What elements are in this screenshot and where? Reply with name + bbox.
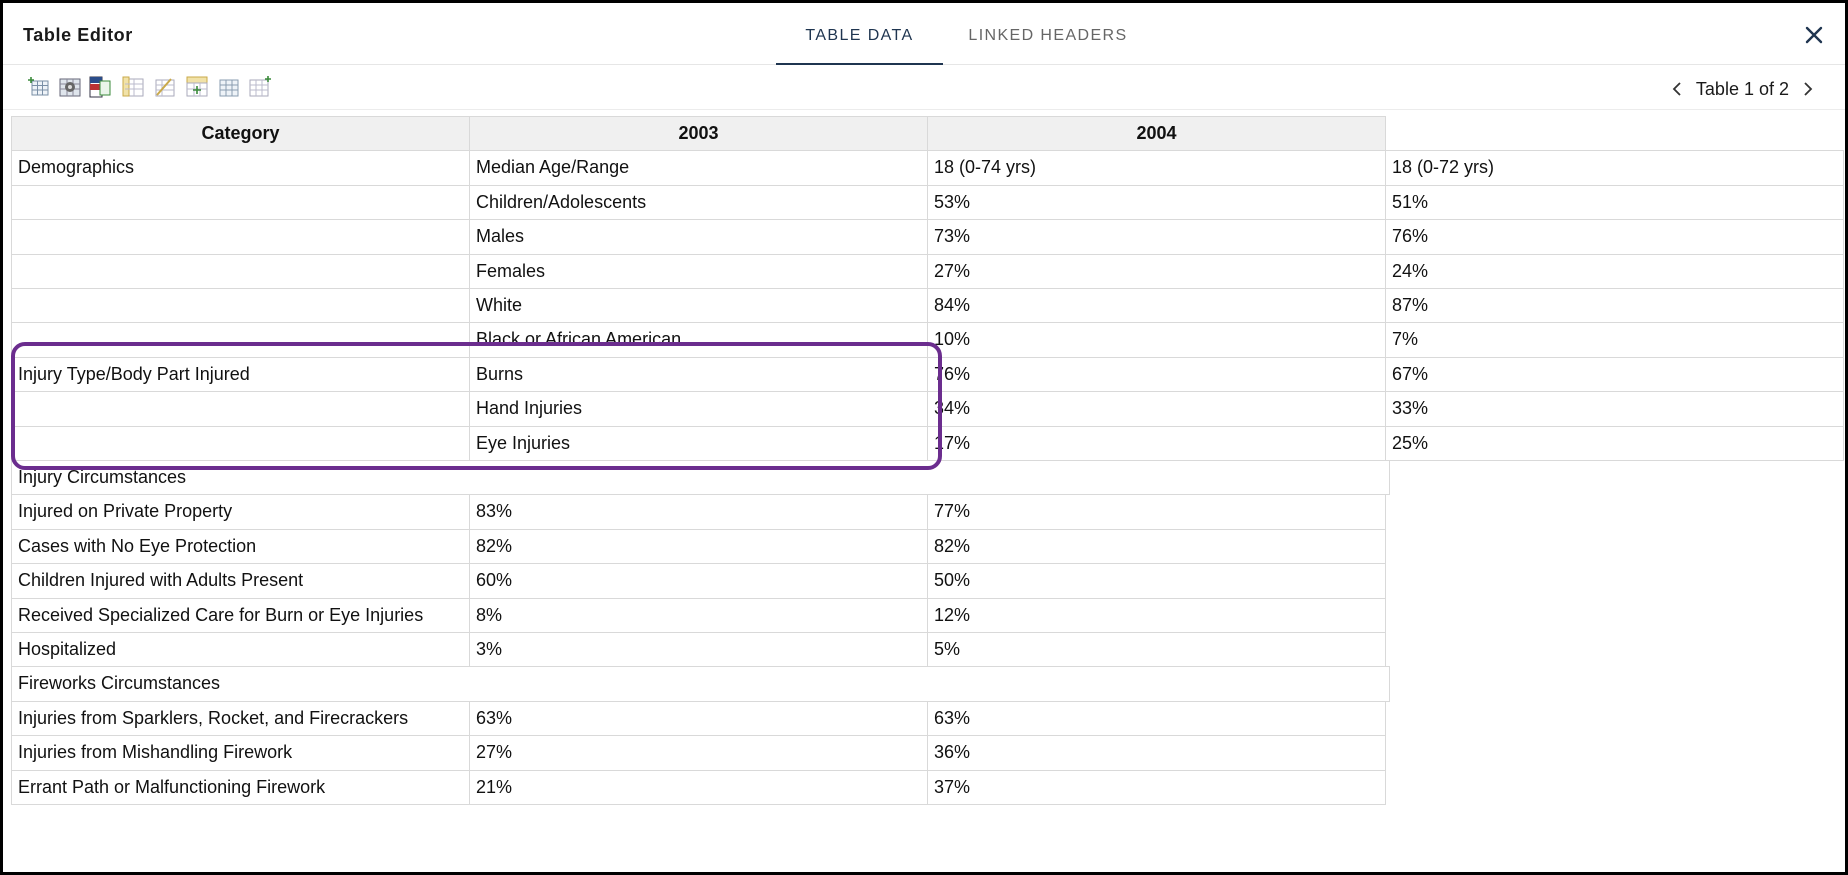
table-cell[interactable] <box>11 425 470 461</box>
table-cell[interactable]: 84% <box>927 288 1386 324</box>
table-cell[interactable]: White <box>469 288 928 324</box>
cell-edit-icon[interactable] <box>153 75 177 99</box>
table-cell[interactable]: 3% <box>469 632 928 668</box>
table-cell[interactable]: 5% <box>927 632 1386 668</box>
table-cell[interactable]: Demographics <box>11 150 470 186</box>
tab-table-data[interactable]: TABLE DATA <box>776 3 943 65</box>
table-cell[interactable]: 76% <box>1385 219 1844 255</box>
table-cell[interactable]: Fireworks Circumstances <box>11 666 1390 702</box>
table-cell[interactable]: 18 (0-74 yrs) <box>927 150 1386 186</box>
table-cell[interactable]: 63% <box>927 700 1386 737</box>
table-header-cell[interactable]: 2004 <box>927 116 1386 152</box>
dialog-title: Table Editor <box>23 25 133 45</box>
table-cell[interactable]: 50% <box>927 563 1386 599</box>
table-header-cell[interactable]: 2003 <box>469 116 928 152</box>
table-cell[interactable]: 67% <box>1385 356 1844 393</box>
table-cell[interactable]: Black or African American <box>469 322 928 358</box>
table-cell[interactable]: 60% <box>469 563 928 599</box>
table-cell[interactable]: 8% <box>469 597 928 633</box>
table-header-cell[interactable]: Category <box>11 116 470 152</box>
table-cell[interactable]: 21% <box>469 769 928 805</box>
table-cell[interactable]: 27% <box>927 253 1386 289</box>
table-cell[interactable]: 82% <box>469 528 928 565</box>
table-cell[interactable]: 51% <box>1385 184 1844 221</box>
table-cell[interactable]: Injury Circumstances <box>11 460 1390 496</box>
close-icon[interactable] <box>1800 21 1828 49</box>
table-grid: Category 2003 2004 Demographics Median Age/R… <box>3 111 1845 872</box>
table-cell[interactable]: 76% <box>927 356 1386 393</box>
table-cell[interactable]: 37% <box>927 769 1386 805</box>
table-cell[interactable]: Injury Type/Body Part Injured <box>11 356 470 393</box>
insert-row-icon[interactable] <box>27 75 51 99</box>
table-cell[interactable]: 36% <box>927 735 1386 771</box>
table-cell[interactable]: 17% <box>927 425 1386 461</box>
chevron-right-icon[interactable] <box>1797 79 1817 99</box>
insert-row-below-icon[interactable] <box>217 75 241 99</box>
tab-linked-headers[interactable]: LINKED HEADERS <box>968 27 1128 44</box>
table-cell[interactable]: Eye Injuries <box>469 425 928 461</box>
pager-label: Table 1 of 2 <box>1695 78 1789 99</box>
table-cell[interactable]: 27% <box>469 735 928 771</box>
table-cell[interactable]: 25% <box>1385 425 1844 461</box>
table-cell[interactable]: 87% <box>1385 288 1844 324</box>
table-cell[interactable]: Injuries from Mishandling Firework <box>11 735 470 771</box>
table-cell[interactable]: 24% <box>1385 253 1844 289</box>
table-pager: Table 1 of 2 <box>1668 78 1817 100</box>
table-header-icon[interactable] <box>88 75 112 99</box>
insert-column-icon[interactable] <box>185 75 209 99</box>
table-cell[interactable]: Injured on Private Property <box>11 494 470 530</box>
chevron-left-icon[interactable] <box>1668 79 1688 99</box>
table-cell[interactable] <box>11 288 470 324</box>
toolbar: Table 1 of 2 <box>3 66 1845 110</box>
table-cell[interactable]: 33% <box>1385 391 1844 427</box>
table-cell[interactable]: Cases with No Eye Protection <box>11 528 470 565</box>
table-cell[interactable]: 7% <box>1385 322 1844 358</box>
table-cell[interactable]: 12% <box>927 597 1386 633</box>
table-cell[interactable] <box>11 253 470 289</box>
table-cell[interactable]: 18 (0-72 yrs) <box>1385 150 1844 186</box>
table-cell[interactable] <box>11 322 470 358</box>
table-cell[interactable]: Females <box>469 253 928 289</box>
table-cell[interactable]: 53% <box>927 184 1386 221</box>
table-cell[interactable] <box>11 391 470 427</box>
table-cell[interactable]: 63% <box>469 700 928 737</box>
table-cell[interactable] <box>11 184 470 221</box>
dialog-header: Table Editor TABLE DATA LINKED HEADERS <box>3 3 1845 65</box>
table-cell[interactable]: Errant Path or Malfunctioning Firework <box>11 769 470 805</box>
table-cell[interactable]: 82% <box>927 528 1386 565</box>
table-cell[interactable]: 10% <box>927 322 1386 358</box>
table-cell[interactable]: 83% <box>469 494 928 530</box>
table-cell[interactable]: Injuries from Sparklers, Rocket, and Fir… <box>11 700 470 737</box>
table-cell[interactable]: Children Injured with Adults Present <box>11 563 470 599</box>
table-cell[interactable]: 73% <box>927 219 1386 255</box>
table-cell[interactable]: Hand Injuries <box>469 391 928 427</box>
column-icon[interactable] <box>121 75 145 99</box>
table-cell[interactable]: Received Specialized Care for Burn or Ey… <box>11 597 470 633</box>
table-cell[interactable]: Children/Adolescents <box>469 184 928 221</box>
table-cell[interactable]: Median Age/Range <box>469 150 928 186</box>
table-cell[interactable] <box>11 219 470 255</box>
table-cell[interactable]: 34% <box>927 391 1386 427</box>
table-cell[interactable]: Burns <box>469 356 928 393</box>
delete-icon[interactable] <box>248 75 272 99</box>
table-cell[interactable]: Hospitalized <box>11 632 470 668</box>
table-cell[interactable]: 77% <box>927 494 1386 530</box>
table-editor-dialog: Table Editor TABLE DATA LINKED HEADERS <box>3 3 1845 872</box>
table-cell[interactable]: Males <box>469 219 928 255</box>
table-settings-icon[interactable] <box>58 75 82 99</box>
